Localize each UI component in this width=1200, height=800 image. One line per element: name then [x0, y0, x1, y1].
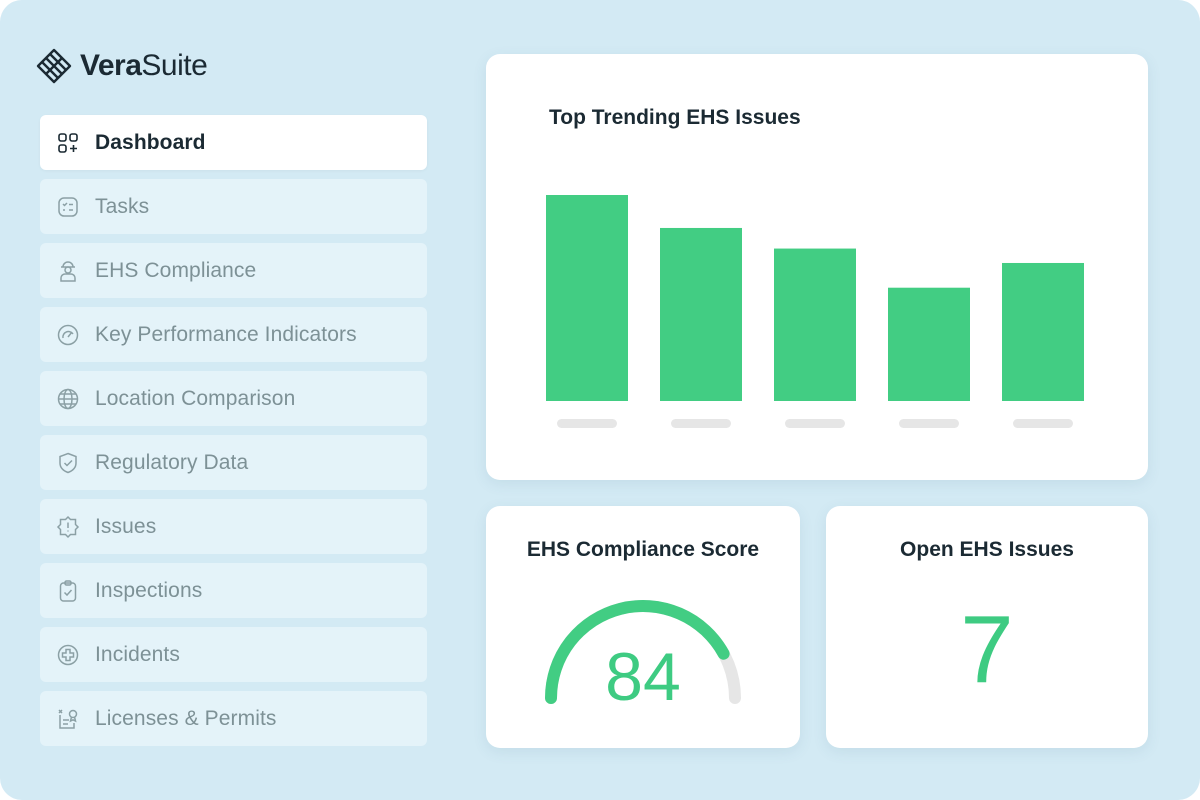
sidebar-item-label: Regulatory Data [95, 450, 249, 474]
open-issues-card: Open EHS Issues 7 [826, 506, 1148, 748]
sidebar-item-tasks[interactable]: Tasks [40, 179, 427, 234]
chart-category-label-placeholder [671, 419, 731, 428]
dashboard-icon [56, 131, 80, 155]
compliance-score-card: EHS Compliance Score 84 [486, 506, 800, 748]
open-issues-value: 7 [960, 596, 1014, 703]
sidebar-item-incidents[interactable]: Incidents [40, 627, 427, 682]
gauge-fill [545, 600, 730, 704]
trending-issues-card: Top Trending EHS Issues [486, 54, 1148, 480]
alert-badge-icon [56, 515, 80, 539]
shield-check-icon [56, 451, 80, 475]
compliance-score-title: EHS Compliance Score [526, 538, 760, 561]
sidebar-item-label: Licenses & Permits [95, 706, 277, 730]
sidebar-item-location-comparison[interactable]: Location Comparison [40, 371, 427, 426]
chart-bar [1002, 262, 1084, 401]
brand-name: VeraSuite [80, 49, 208, 83]
sidebar-item-label: Incidents [95, 642, 180, 666]
chart-category-label-placeholder [1013, 419, 1073, 428]
sidebar-item-dashboard[interactable]: Dashboard [40, 115, 427, 170]
open-issues-title: Open EHS Issues [900, 538, 1074, 561]
chart-bar [888, 287, 970, 401]
chart-bar [660, 227, 742, 401]
sidebar-item-label: Location Comparison [95, 386, 296, 410]
compliance-score-value: 84 [605, 639, 681, 715]
clipboard-check-icon [56, 579, 80, 603]
chart-bar [546, 195, 628, 401]
sidebar-item-licenses-permits[interactable]: Licenses & Permits [40, 691, 427, 746]
brand-name-light: Suite [141, 49, 208, 82]
chart-bar [774, 248, 856, 401]
sidebar-item-inspections[interactable]: Inspections [40, 563, 427, 618]
sidebar-item-issues[interactable]: Issues [40, 499, 427, 554]
globe-icon [56, 387, 80, 411]
sidebar-nav: Dashboard Tasks EHS Compliance [40, 115, 427, 755]
sidebar-item-ehs-compliance[interactable]: EHS Compliance [40, 243, 427, 298]
sidebar-item-kpi[interactable]: Key Performance Indicators [40, 307, 427, 362]
tasks-icon [56, 195, 80, 219]
trending-issues-title: Top Trending EHS Issues [549, 106, 801, 129]
logo-icon [36, 48, 72, 84]
gauge-icon [56, 323, 80, 347]
license-icon [56, 707, 80, 731]
sidebar-item-label: EHS Compliance [95, 258, 257, 282]
medical-cross-icon [56, 643, 80, 667]
sidebar-item-label: Dashboard [95, 130, 206, 154]
compliance-score-gauge: 84 [545, 600, 741, 715]
brand-logo[interactable]: VeraSuite [36, 44, 208, 88]
trending-issues-chart [546, 195, 1084, 428]
worker-icon [56, 259, 80, 283]
sidebar-item-label: Key Performance Indicators [95, 322, 357, 346]
chart-category-label-placeholder [899, 419, 959, 428]
chart-category-label-placeholder [785, 419, 845, 428]
sidebar-item-label: Inspections [95, 578, 203, 602]
sidebar-item-regulatory-data[interactable]: Regulatory Data [40, 435, 427, 490]
sidebar-item-label: Tasks [95, 194, 150, 218]
sidebar-item-label: Issues [95, 514, 157, 538]
chart-category-label-placeholder [557, 419, 617, 428]
brand-name-bold: Vera [80, 49, 142, 82]
